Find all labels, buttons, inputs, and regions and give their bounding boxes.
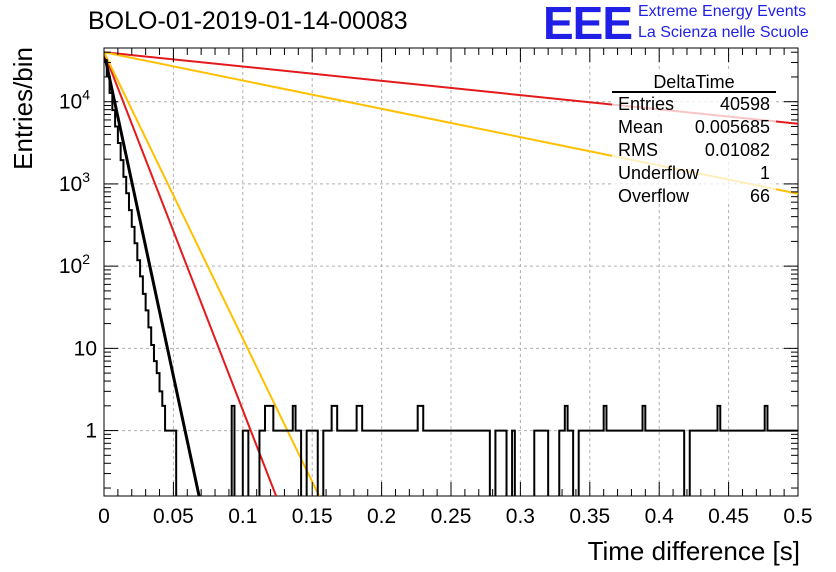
fit-line [104, 51, 201, 496]
stats-row-value: 0.01082 [705, 140, 770, 160]
y-axis-title: Entries/bin [8, 47, 38, 170]
x-tick-label: 0.5 [783, 505, 812, 528]
x-tick-label: 0 [98, 505, 110, 528]
y-tick-label: 103 [59, 169, 90, 196]
x-tick-label: 0.15 [292, 505, 333, 528]
fit-line [104, 51, 321, 496]
page-title: BOLO-01-2019-01-14-00083 [88, 7, 408, 35]
stats-row-label: Overflow [618, 186, 690, 206]
x-tick-label: 0.35 [569, 505, 610, 528]
stats-row-label: Mean [618, 117, 663, 137]
stats-box: DeltaTime Entries 40598 Mean 0.005685 RMS 0.0… [612, 72, 776, 206]
x-tick-label: 0.25 [431, 505, 472, 528]
stats-row-label: Entries [618, 94, 674, 114]
stats-box-title: DeltaTime [653, 72, 734, 92]
x-tick-label: 0.1 [228, 505, 257, 528]
fit-line [104, 51, 278, 496]
logo-caption-line2: La Scienza nelle Scuole [638, 24, 809, 41]
stats-box-background [612, 72, 776, 204]
y-tick-label: 10 [74, 337, 97, 360]
x-tick-label: 0.3 [506, 505, 535, 528]
stats-row-value: 66 [750, 186, 770, 206]
eee-logo: EEE [543, 0, 633, 49]
y-tick-label: 1 [85, 420, 97, 443]
axis-ticks [103, 48, 799, 496]
y-tick-label: 102 [59, 251, 90, 278]
x-tick-label: 0.2 [367, 505, 396, 528]
x-tick-label: 0.45 [708, 505, 749, 528]
logo-caption-line1: Extreme Energy Events [638, 3, 807, 20]
stats-row-value: 40598 [720, 94, 770, 114]
stats-row-label: RMS [618, 140, 658, 160]
stats-row-label: Underflow [618, 163, 700, 183]
x-tick-label: 0.4 [645, 505, 675, 528]
histogram [104, 59, 798, 496]
y-tick-labels: 1 10 102 103 104 [59, 87, 97, 443]
histogram-step-line [104, 59, 798, 496]
stats-row-value: 0.005685 [695, 117, 770, 137]
x-tick-label: 0.05 [153, 505, 194, 528]
x-axis-title: Time difference [s] [588, 536, 800, 566]
stats-row-value: 1 [760, 163, 770, 183]
x-tick-labels: 0 0.05 0.1 0.15 0.2 0.25 0.3 0.35 0.4 0.45 0.5 [98, 505, 812, 528]
y-tick-label: 104 [59, 87, 90, 114]
